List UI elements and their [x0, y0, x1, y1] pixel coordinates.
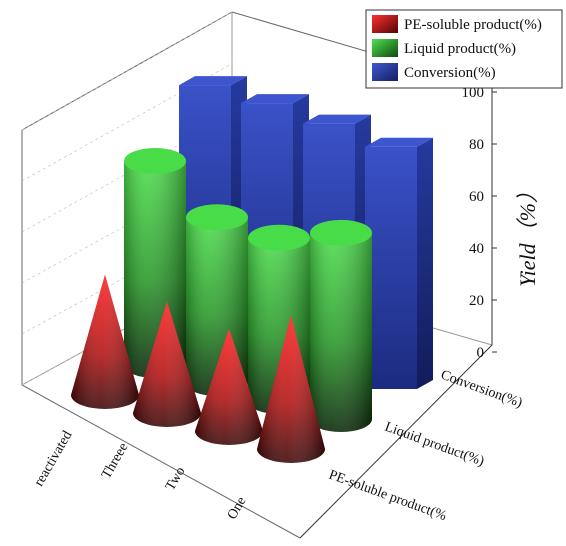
- legend-label: Conversion(%): [404, 65, 496, 81]
- y-tick-label: 80: [469, 137, 484, 153]
- bar-cylinder-3: [310, 219, 372, 432]
- bars: [71, 76, 433, 463]
- series-axis-label: Liquid product(%): [383, 420, 487, 470]
- bar-cone-1: [133, 301, 201, 427]
- bar-block-3: [365, 137, 433, 389]
- y-tick-label: 20: [469, 293, 484, 309]
- category-label: reactivated: [32, 429, 76, 490]
- bar-cone-3: [257, 315, 325, 463]
- y-axis-label: Yield（%）: [515, 181, 540, 287]
- y-tick-label: 60: [469, 189, 484, 205]
- legend-swatch: [372, 15, 398, 33]
- category-label: Two: [163, 465, 188, 494]
- legend: PE-soluble product(%) Liquid product(%) Co…: [365, 9, 563, 89]
- front-right-axis: [299, 344, 493, 539]
- y-tick-label: 0: [477, 345, 485, 361]
- legend-swatch: [372, 63, 398, 81]
- series-axis-label: Conversion(%): [439, 368, 525, 411]
- grid-line: [21, 11, 233, 131]
- y-tick-label: 40: [469, 241, 484, 257]
- bar-cone-2: [195, 328, 263, 445]
- bar-cone-0: [71, 274, 139, 409]
- legend-box: [365, 9, 563, 89]
- y-ticks: 0 20 40 60 80 100: [462, 85, 497, 361]
- legend-label: Liquid product(%): [404, 41, 516, 57]
- y-tick-label: 100: [462, 85, 485, 101]
- series-axis-label: PE-soluble product(%: [327, 468, 449, 525]
- legend-label: PE-soluble product(%): [404, 17, 542, 33]
- legend-swatch: [372, 39, 398, 57]
- category-label: Threee: [99, 441, 131, 482]
